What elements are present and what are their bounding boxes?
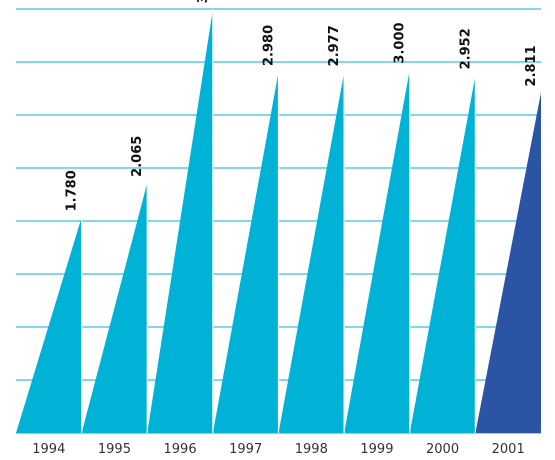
value-label-1996: 3.497	[196, 0, 211, 3]
value-label-1999: 3.000	[393, 22, 408, 63]
x-tick-2000: 2000	[426, 442, 459, 457]
bar-2000	[409, 75, 476, 433]
x-tick-1996: 1996	[164, 442, 197, 457]
bar-1999	[344, 69, 410, 434]
x-tick-1998: 1998	[295, 442, 328, 457]
bar-1994	[16, 217, 82, 433]
bar-2001	[475, 92, 541, 433]
x-tick-1994: 1994	[32, 442, 65, 457]
bars	[16, 9, 541, 434]
bar-1998	[278, 72, 345, 433]
value-label-1997: 2.980	[262, 25, 277, 66]
x-axis-ticks: 1994 1995 1996 1997 1998 1999 2000 2001	[32, 442, 524, 457]
x-tick-1999: 1999	[360, 442, 393, 457]
value-label-1994: 1.780	[65, 170, 80, 211]
x-tick-2001: 2001	[492, 442, 525, 457]
bar-1996	[147, 9, 213, 433]
bar-1995	[81, 182, 148, 433]
x-tick-1997: 1997	[229, 442, 262, 457]
value-label-2000: 2.952	[458, 28, 473, 69]
x-tick-1995: 1995	[98, 442, 131, 457]
bar-1997	[212, 71, 279, 433]
value-label-1995: 2.065	[130, 136, 145, 177]
value-label-2001: 2.811	[524, 45, 539, 86]
value-label-1998: 2.977	[327, 25, 342, 66]
value-labels: 1.780 2.065 3.497 2.980 2.977 3.000 2.952 2.811	[65, 0, 539, 211]
